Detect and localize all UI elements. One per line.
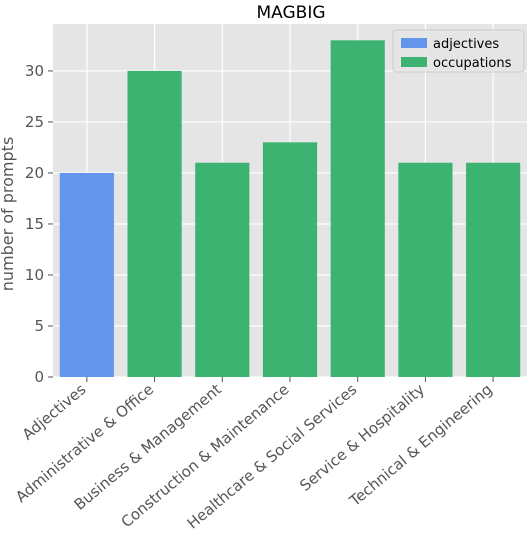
bar — [398, 162, 453, 377]
bar — [262, 142, 318, 377]
legend-label: occupations — [433, 56, 512, 71]
bar — [466, 162, 521, 377]
legend-label: adjectives — [433, 37, 499, 52]
bar — [59, 172, 114, 377]
legend: adjectives occupations — [392, 29, 525, 73]
chart-title: MAGBIG — [256, 3, 325, 23]
x-tick-label: Adjectives — [19, 380, 90, 443]
y-axis-label: number of prompts — [0, 137, 17, 292]
bar — [127, 70, 182, 377]
y-axis-ticks: 0 5 10 15 20 25 30 — [25, 62, 53, 386]
y-tick-label: 0 — [34, 368, 44, 386]
x-tick-label: Service & Hospitality — [296, 380, 428, 495]
legend-swatch — [401, 38, 427, 48]
y-tick-label: 15 — [25, 215, 44, 233]
y-tick-label: 5 — [34, 317, 44, 335]
y-tick-label: 20 — [25, 164, 44, 182]
y-tick-label: 30 — [25, 62, 44, 80]
bars — [59, 40, 521, 377]
legend-swatch — [401, 57, 427, 67]
bar — [195, 162, 250, 377]
bar — [330, 40, 385, 377]
y-tick-label: 25 — [25, 113, 44, 131]
y-tick-label: 10 — [25, 266, 44, 284]
